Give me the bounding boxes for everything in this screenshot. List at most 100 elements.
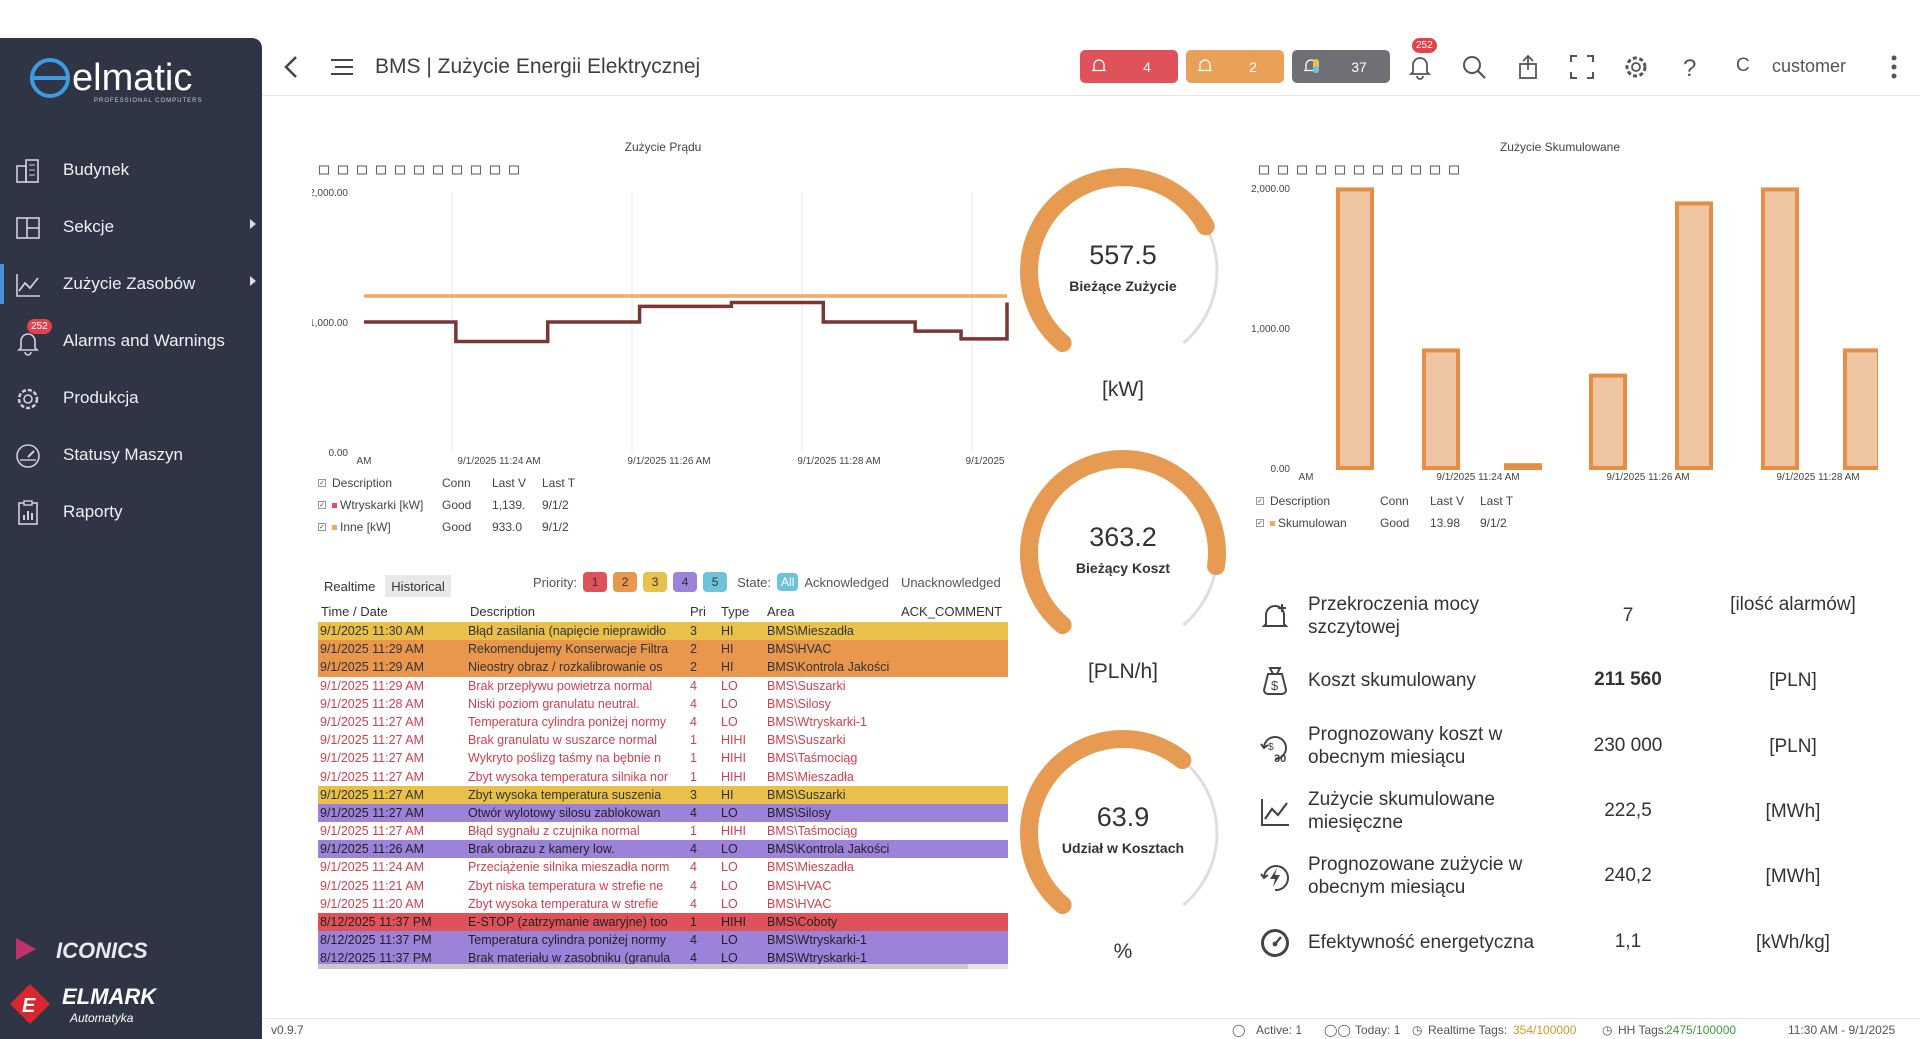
priority-3-button[interactable]: 3 <box>643 572 668 592</box>
list-icon[interactable] <box>375 163 389 177</box>
sidebar-item-sekcje[interactable]: Sekcje <box>0 201 262 253</box>
legend-row[interactable]: ✓ Wtryskarki [kW] Good 1,139. 9/1/2 <box>318 494 582 516</box>
table-row[interactable]: 9/1/2025 11:26 AM Brak obrazu z kamery lo… <box>318 840 1008 859</box>
table-row[interactable]: 9/1/2025 11:29 AM Nieostry obraz / rozkal… <box>318 658 1008 677</box>
annotate-icon[interactable] <box>432 163 446 177</box>
back-arrow-icon[interactable] <box>280 52 304 82</box>
table-row[interactable]: 9/1/2025 11:27 AM Wykryto poślizg taśmy … <box>318 749 1008 768</box>
checkbox[interactable]: ✓ <box>1256 519 1264 527</box>
table-icon[interactable] <box>1334 163 1348 177</box>
priority-4-button[interactable]: 4 <box>673 572 698 592</box>
bell-icon[interactable] <box>1406 53 1434 81</box>
table-row[interactable]: 9/1/2025 11:24 AM Przeciążenie silnika mi… <box>318 858 1008 877</box>
checkbox[interactable]: ✓ <box>1256 497 1264 505</box>
pin-icon[interactable] <box>1448 163 1462 177</box>
table-row[interactable]: 9/1/2025 11:30 AM Błąd zasilania (napięci… <box>318 622 1008 641</box>
table-row[interactable]: 9/1/2025 11:29 AM Brak przepływu powietrz… <box>318 676 1008 695</box>
table-row[interactable]: 9/1/2025 11:29 AM Rekomendujemy Konserwac… <box>318 640 1008 659</box>
cell-area: BMS\HVAC <box>767 642 832 657</box>
table-row[interactable]: 9/1/2025 11:27 AM Brak granulatu w suszar… <box>318 731 1008 750</box>
priority-5-button[interactable]: 5 <box>703 572 728 592</box>
zoom-icon[interactable] <box>1296 163 1310 177</box>
sidebar-item-produkcja[interactable]: Produkcja <box>0 372 262 424</box>
priority-2-button[interactable]: 2 <box>613 572 638 592</box>
medium-alarm-pill[interactable]: 2 <box>1186 50 1284 83</box>
pause-icon[interactable] <box>1277 163 1291 177</box>
column-header-priority[interactable]: Pri <box>690 604 706 619</box>
legend-row[interactable]: ✓ Inne [kW] Good 933.0 9/1/2 <box>318 516 582 538</box>
scrollbar-thumb[interactable] <box>318 964 968 969</box>
pan-icon[interactable] <box>1258 163 1272 177</box>
column-header-time[interactable]: Time / Date <box>321 604 388 619</box>
forecast-30-icon: 30 $ <box>1258 730 1292 765</box>
column-header-type[interactable]: Type <box>721 604 750 619</box>
user-name[interactable]: customer <box>1772 56 1847 76</box>
state-unacknowledged-button[interactable]: Unacknowledged <box>900 574 1001 590</box>
checkbox[interactable]: ✓ <box>318 523 326 531</box>
table-row[interactable]: 9/1/2025 11:28 AM Niski poziom granulatu … <box>318 694 1008 713</box>
cell-pri: 1 <box>690 915 697 929</box>
settings-gear-icon[interactable] <box>1622 53 1650 81</box>
cell-desc: Niski poziom granulatu neutral. <box>468 696 640 711</box>
share-icon[interactable] <box>1514 53 1542 81</box>
sidebar-item-raporty[interactable]: Raporty <box>0 486 262 538</box>
export-icon[interactable] <box>489 163 503 177</box>
table-row[interactable]: 8/12/2025 11:37 PM Temperatura cylindra p… <box>318 931 1008 950</box>
help-icon[interactable]: ? <box>1676 53 1704 81</box>
table-row[interactable]: 8/12/2025 11:37 PM Brak materiału w zasob… <box>318 949 1008 968</box>
refresh-icon[interactable] <box>451 163 465 177</box>
column-header-description[interactable]: Description <box>470 604 536 619</box>
export-icon[interactable] <box>1429 163 1443 177</box>
other-alarm-pill[interactable]: 37 <box>1292 50 1390 83</box>
kpi-unit: [MWh] <box>1765 866 1821 887</box>
table-row[interactable]: 9/1/2025 11:20 AM Zbyt wysoka temperatura… <box>318 894 1008 913</box>
table-row[interactable]: 9/1/2025 11:27 AM Zbyt wysoka temperatura… <box>318 785 1008 804</box>
svg-text:$: $ <box>1268 742 1274 753</box>
cursor-icon[interactable] <box>1353 163 1367 177</box>
user-avatar-initial[interactable]: C <box>1736 55 1750 76</box>
checkbox[interactable]: ✓ <box>318 479 326 487</box>
cell-time: 9/1/2025 11:27 AM <box>320 714 425 729</box>
state-all-button[interactable]: All <box>777 573 799 591</box>
table-row[interactable]: 9/1/2025 11:27 AM Błąd sygnału z czujnika… <box>318 822 1008 841</box>
sidebar-item-alarms[interactable]: 252 Alarms and Warnings <box>0 315 262 367</box>
legend-row[interactable]: ✓ Skumulowan Good 13.98 9/1/2 <box>1256 512 1520 534</box>
zoom-icon[interactable] <box>356 163 370 177</box>
tab-historical[interactable]: Historical <box>385 575 451 597</box>
column-header-ack-comment[interactable]: ACK_COMMENT <box>901 604 1003 619</box>
bar <box>1843 348 1878 470</box>
tab-realtime[interactable]: Realtime <box>324 579 376 594</box>
pin-icon[interactable] <box>508 163 522 177</box>
bar <box>1589 373 1627 471</box>
menu-icon[interactable] <box>328 54 356 80</box>
table-row[interactable]: 9/1/2025 11:21 AM Zbyt niska temperatura … <box>318 876 1008 895</box>
cell-area: BMS\HVAC <box>767 896 832 911</box>
close-icon[interactable] <box>1410 163 1424 177</box>
alarm-plus-icon <box>1258 600 1292 634</box>
table-row[interactable]: 9/1/2025 11:27 AM Otwór wylotowy silosu z… <box>318 803 1008 823</box>
fullscreen-icon[interactable] <box>1568 53 1596 81</box>
checkbox[interactable]: ✓ <box>318 501 326 509</box>
cursor-icon[interactable] <box>413 163 427 177</box>
high-alarm-pill[interactable]: 4 <box>1080 50 1178 83</box>
table-row[interactable]: 9/1/2025 11:27 AM Temperatura cylindra po… <box>318 712 1008 732</box>
horizontal-scrollbar[interactable] <box>318 964 1008 969</box>
table-row[interactable]: 8/12/2025 11:37 PM E-STOP (zatrzymanie aw… <box>318 913 1008 932</box>
state-acknowledged-button[interactable]: Acknowledged <box>804 574 889 590</box>
table-icon[interactable] <box>394 163 408 177</box>
sidebar-item-statusy-maszyn[interactable]: Statusy Maszyn <box>0 429 262 481</box>
pan-icon[interactable] <box>318 163 332 177</box>
sidebar-item-zuzycie-zasobow[interactable]: Zużycie Zasobów <box>0 258 262 310</box>
cell-desc: Przeciążenie silnika mieszadła norm <box>468 860 670 875</box>
priority-1-button[interactable]: 1 <box>583 572 608 592</box>
sidebar-item-budynek[interactable]: Budynek <box>0 144 262 196</box>
search-icon[interactable] <box>1460 53 1488 81</box>
annotate-icon[interactable] <box>1372 163 1386 177</box>
table-row[interactable]: 9/1/2025 11:27 AM Zbyt wysoka temperatura… <box>318 767 1008 786</box>
pause-icon[interactable] <box>337 163 351 177</box>
column-header-area[interactable]: Area <box>767 604 795 619</box>
close-icon[interactable] <box>470 163 484 177</box>
list-icon[interactable] <box>1315 163 1329 177</box>
refresh-icon[interactable] <box>1391 163 1405 177</box>
more-vertical-icon[interactable] <box>1880 53 1908 81</box>
